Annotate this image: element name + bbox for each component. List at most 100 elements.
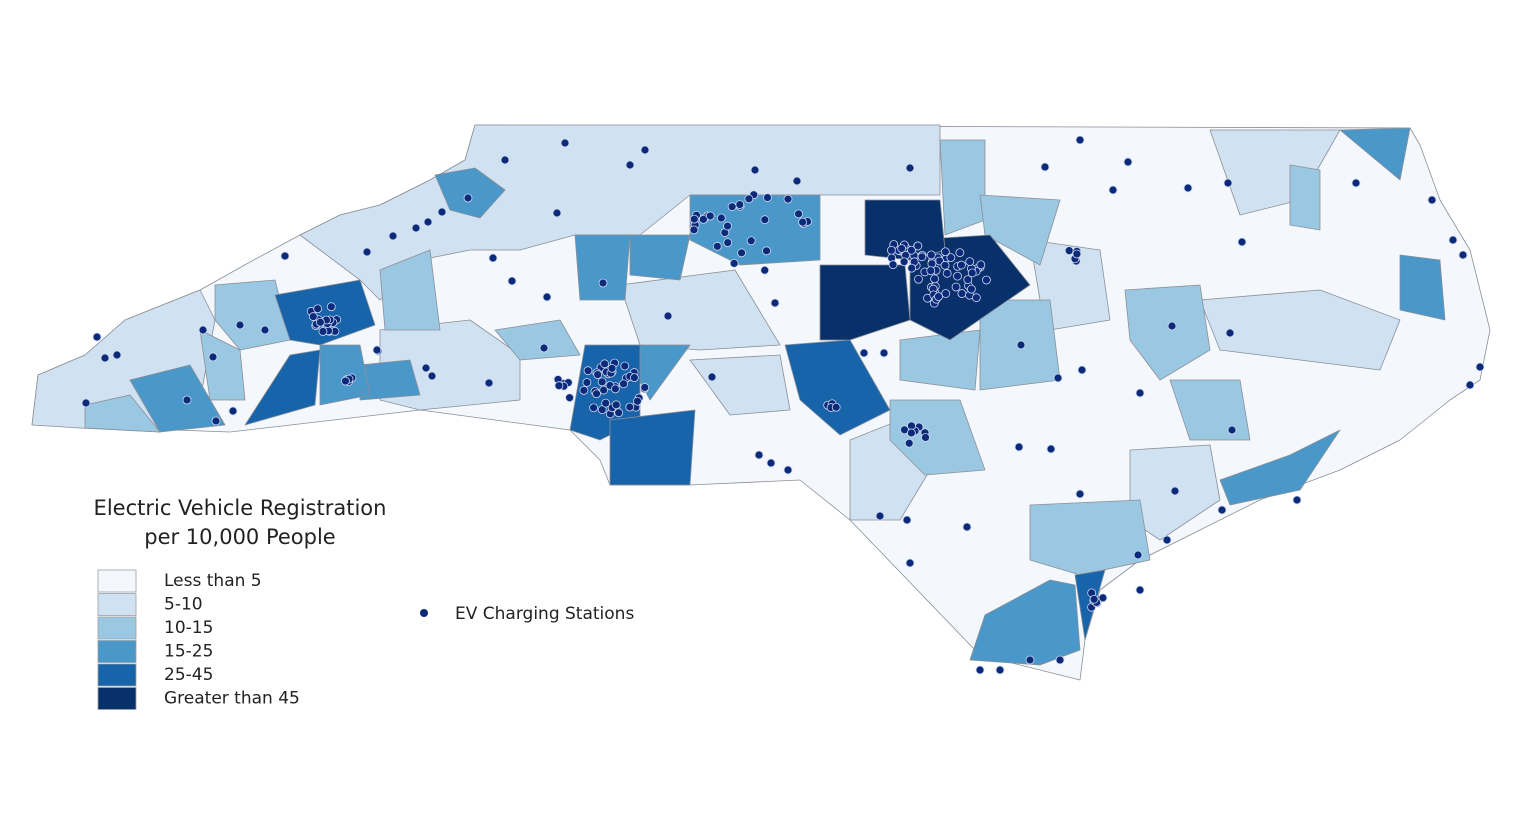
charging-station: [112, 350, 122, 360]
charging-station: [663, 311, 673, 321]
county: [214, 279, 291, 351]
charging-station: [500, 155, 510, 165]
charging-station: [1458, 250, 1468, 260]
county: [1124, 284, 1211, 381]
charging-station: [611, 400, 621, 410]
charging-station: [762, 246, 771, 256]
county: [629, 234, 691, 281]
charging-station: [967, 268, 977, 278]
charging-station: [629, 373, 639, 383]
legend-label: Greater than 45: [164, 689, 300, 709]
charging-station: [1075, 489, 1085, 499]
charging-station: [488, 253, 498, 263]
charging-station: [1025, 655, 1035, 665]
charging-station: [727, 202, 737, 212]
charging-station: [976, 260, 986, 270]
county: [609, 409, 696, 486]
charging-station: [552, 208, 562, 218]
charging-station: [689, 214, 699, 224]
charging-station: [582, 378, 592, 387]
charging-station: [962, 522, 972, 532]
charging-station: [81, 398, 91, 408]
charging-station: [723, 221, 732, 231]
charging-station: [208, 352, 218, 362]
county: [129, 364, 226, 433]
legend-title: per 10,000 People: [144, 525, 335, 549]
charging-station: [967, 284, 976, 294]
charging-station: [437, 207, 447, 217]
legend-label: 10-15: [164, 618, 213, 638]
charging-station: [427, 371, 437, 381]
charging-station: [897, 244, 907, 253]
charging-station: [341, 376, 350, 386]
legend-swatch: [97, 569, 137, 593]
county: [1399, 254, 1446, 321]
charging-station: [907, 245, 916, 255]
county: [1199, 289, 1401, 371]
charging-station: [965, 257, 975, 267]
charging-station: [632, 396, 642, 406]
charging-station: [744, 194, 754, 204]
charging-station: [484, 378, 494, 388]
charging-station: [859, 348, 869, 358]
charging-station: [620, 361, 630, 371]
charging-station: [729, 258, 739, 268]
charging-station: [689, 225, 699, 235]
charging-station: [583, 366, 593, 376]
charging-station: [308, 312, 318, 321]
charging-station: [792, 176, 802, 186]
legend-swatch: [97, 687, 137, 710]
charging-station: [1133, 550, 1143, 560]
county: [434, 167, 506, 219]
charging-station: [593, 370, 603, 379]
county: [1169, 379, 1251, 441]
legend-label: 15-25: [164, 642, 213, 662]
charging-station: [770, 298, 780, 308]
charging-station: [211, 416, 221, 426]
charging-station: [940, 260, 950, 270]
charging-station: [995, 665, 1005, 675]
charging-station: [592, 389, 601, 399]
county: [619, 269, 781, 351]
charging-station: [198, 325, 208, 335]
charging-station: [879, 348, 889, 358]
charging-station: [723, 238, 733, 247]
charging-station: [921, 433, 930, 442]
charging-station: [907, 263, 917, 273]
charging-station: [1040, 162, 1050, 172]
charging-station: [260, 325, 270, 335]
charging-station: [1135, 388, 1145, 398]
charging-station: [1089, 594, 1099, 604]
charging-station: [953, 271, 962, 281]
charging-station: [716, 213, 726, 223]
charging-station: [940, 247, 950, 257]
charging-station: [1098, 593, 1108, 603]
charging-station: [280, 251, 290, 261]
charging-station: [963, 275, 973, 285]
charging-station: [946, 253, 956, 263]
county: [574, 234, 631, 301]
charging-station: [589, 403, 598, 413]
county: [689, 194, 821, 266]
charging-station: [542, 292, 552, 302]
charging-station: [1217, 505, 1227, 515]
charging-station: [100, 353, 110, 363]
charging-station: [1053, 373, 1063, 383]
charging-station: [975, 665, 985, 675]
charging-station: [783, 465, 793, 475]
charging-station: [313, 304, 323, 314]
charging-station: [1475, 362, 1485, 372]
charging-station: [955, 248, 965, 258]
charging-station: [914, 274, 923, 284]
county: [889, 399, 986, 476]
charging-station: [934, 292, 943, 302]
charging-station: [1016, 340, 1026, 350]
charging-station: [763, 193, 772, 202]
charging-station: [640, 145, 650, 155]
charging-station: [1292, 495, 1302, 505]
charging-station: [1064, 246, 1074, 256]
county: [1289, 164, 1321, 231]
county: [1339, 127, 1411, 181]
charging-station: [942, 268, 952, 278]
legend: Electric Vehicle Registration per 10,000…: [94, 496, 634, 710]
